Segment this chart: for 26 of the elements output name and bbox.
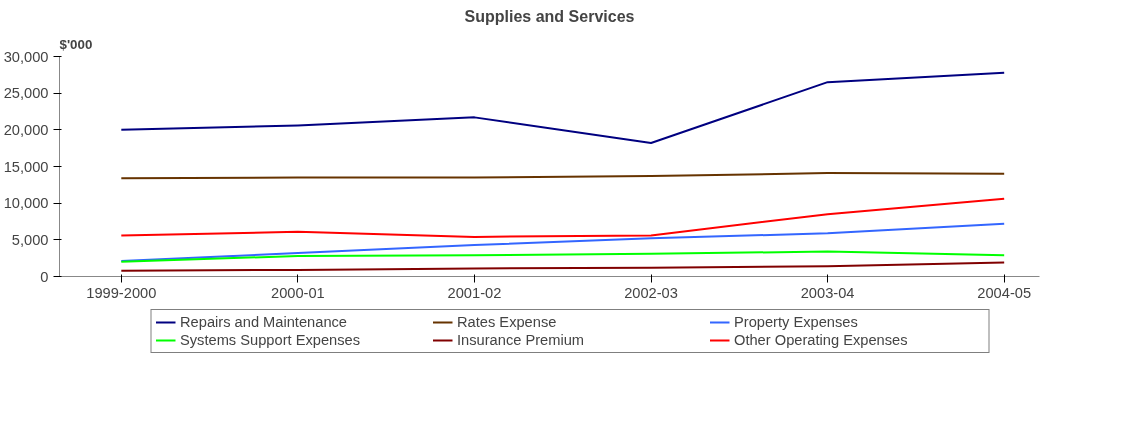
legend-label: Property Expenses (734, 314, 859, 330)
y-tick-label: 10,000 (3, 195, 49, 212)
y-tick-label: 20,000 (3, 121, 49, 138)
y-tick-label: 30,000 (3, 48, 49, 65)
x-tick-label: 2001-02 (447, 284, 502, 301)
y-axis-title: $'000 (59, 36, 93, 52)
y-tick-label: 0 (40, 268, 49, 285)
chart-title: Supplies and Services (464, 7, 635, 25)
x-tick-label: 2004-05 (977, 284, 1032, 301)
legend-label: Systems Support Expenses (180, 332, 362, 348)
line-series (120, 71, 1006, 145)
y-tick-label: 5,000 (11, 231, 49, 248)
x-tick-label: 1999-2000 (86, 284, 157, 301)
line-series (120, 250, 1006, 263)
legend-label: Insurance Premium (457, 332, 586, 348)
line-series (120, 197, 1006, 238)
y-tick-label: 25,000 (3, 85, 49, 102)
legend-label: Repairs and Maintenance (180, 314, 349, 330)
legend-label: Other Operating Expenses (734, 332, 909, 348)
line-series (120, 261, 1006, 272)
legend-label: Rates Expense (457, 314, 558, 330)
x-tick-label: 2003-04 (800, 284, 855, 301)
x-tick-label: 2002-03 (624, 284, 678, 301)
x-tick-label: 2000-01 (270, 284, 325, 301)
line-series (120, 222, 1006, 263)
y-tick-label: 15,000 (3, 158, 49, 175)
